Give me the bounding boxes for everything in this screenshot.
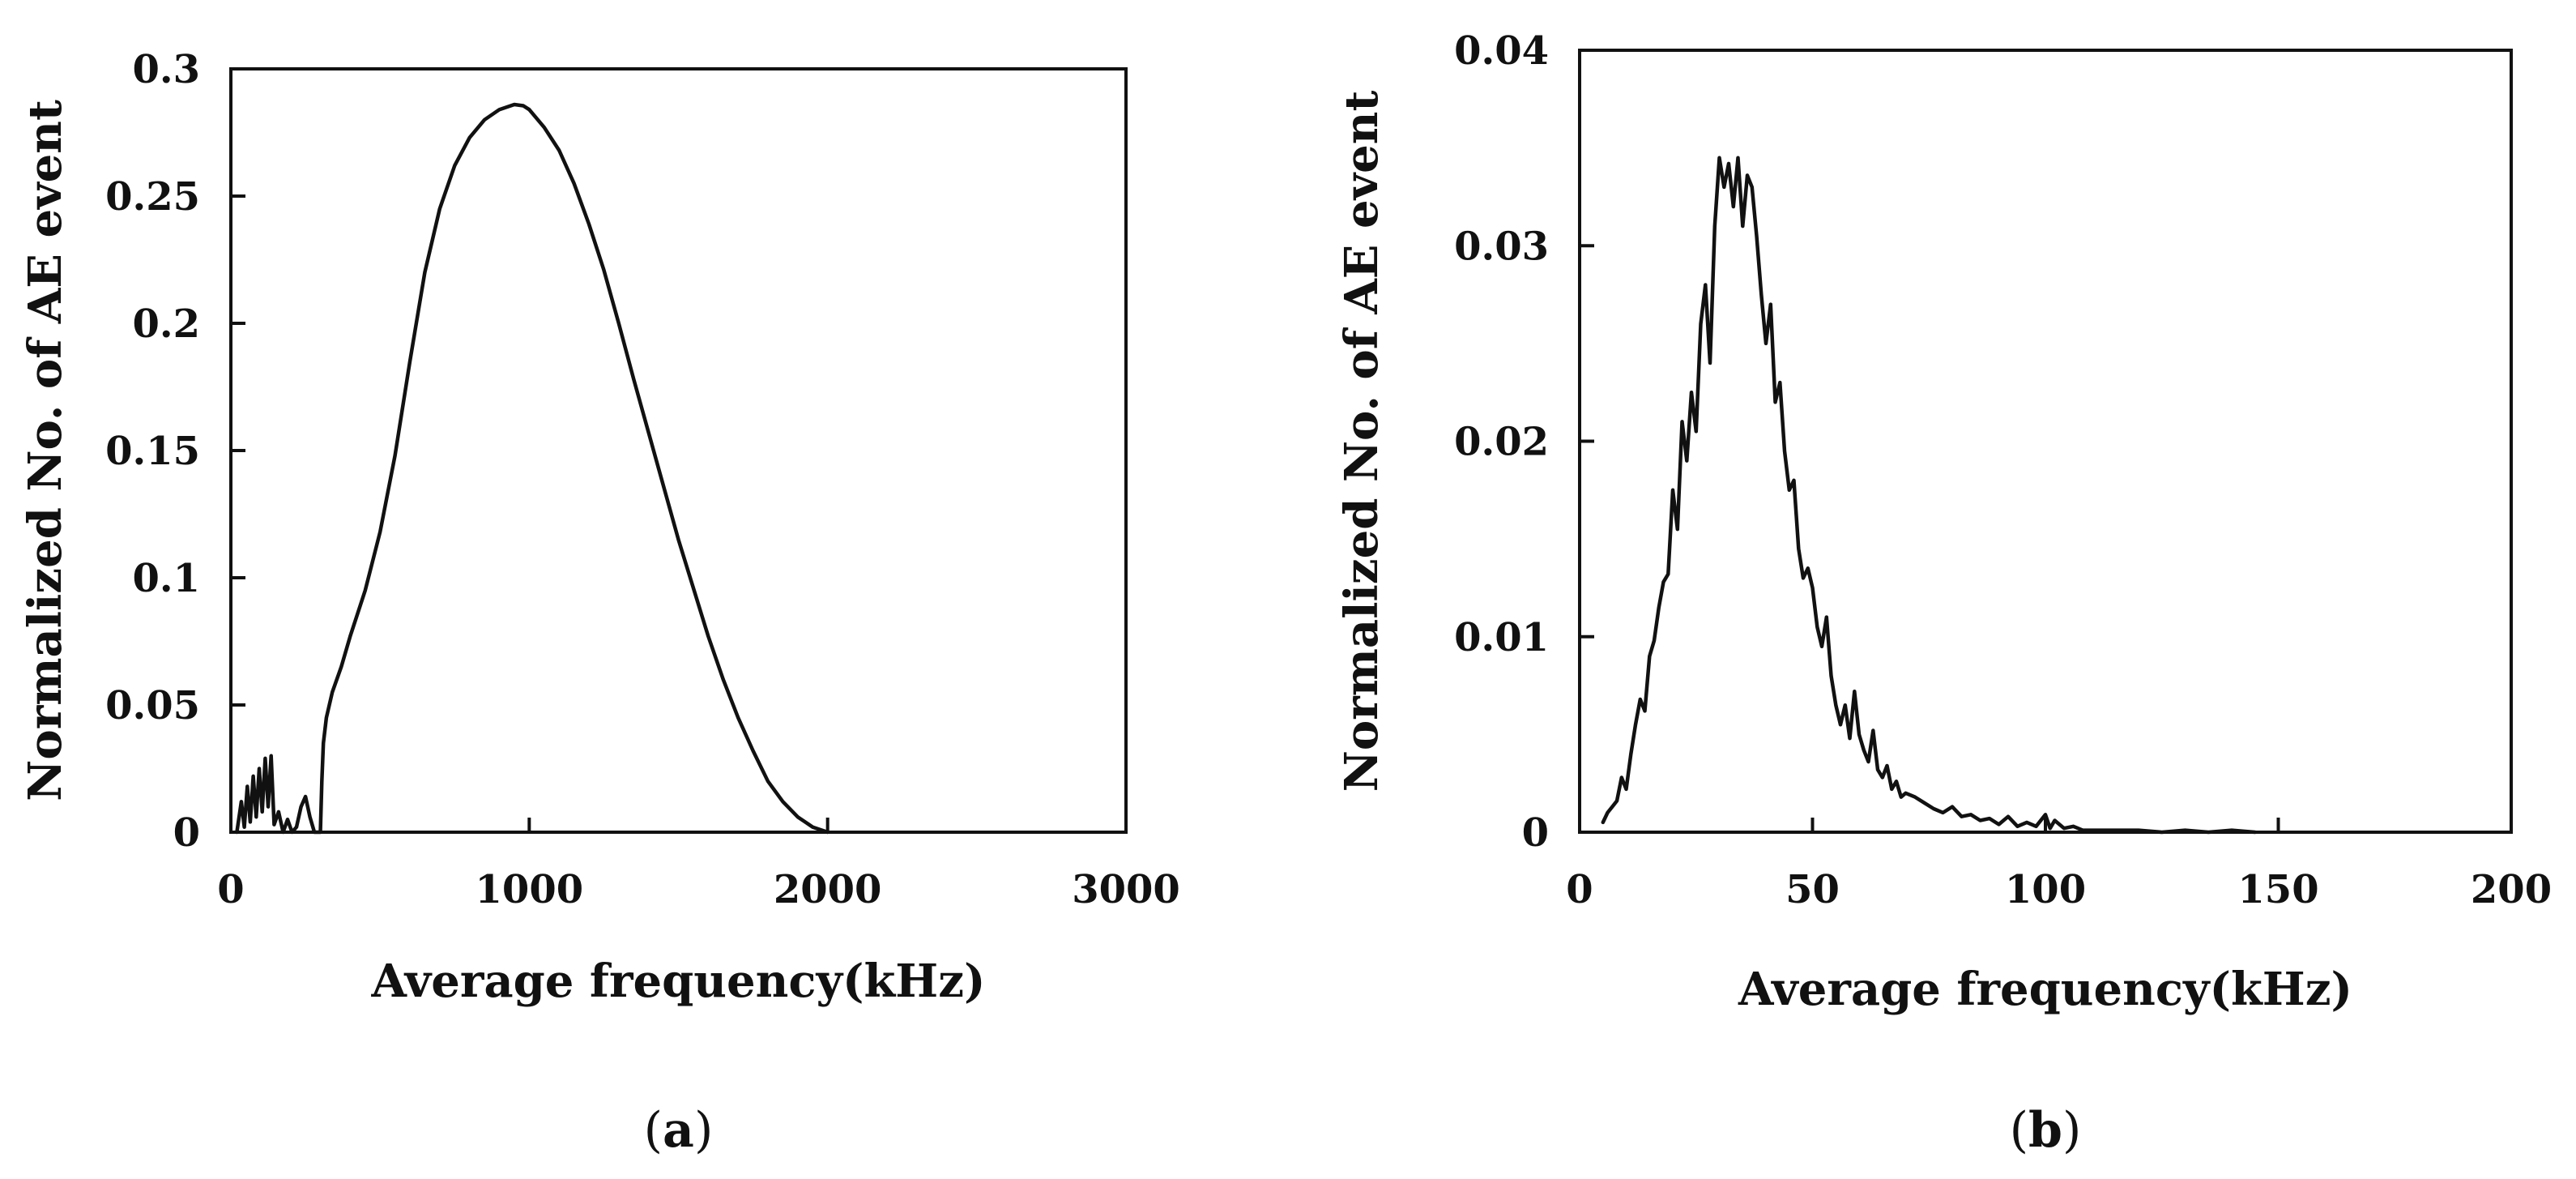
x-tick-label: 50: [1785, 867, 1840, 912]
y-tick-label: 0: [1522, 810, 1549, 856]
panel-label: (a): [644, 1102, 714, 1159]
y-tick-label: 0.25: [105, 174, 200, 220]
plot-frame: [229, 67, 1128, 834]
series-line-1: [1601, 156, 2258, 835]
panel-letter: b: [2028, 1102, 2062, 1159]
x-axis-title: Average frequency(kHz): [1738, 963, 2352, 1016]
chart-a: 0 1000 2000 3000 0 0.05 0.1 0.15 0.2 0.25 0.3 Avera…: [19, 47, 1180, 1159]
y-tick-label: 0.2: [132, 301, 200, 347]
x-axis-title: Average frequency(kHz): [371, 955, 986, 1008]
y-tick-label: 0.3: [132, 47, 200, 92]
x-tick-label: 150: [2237, 867, 2318, 912]
panel-letter: a: [663, 1102, 694, 1159]
y-tick-label: 0.04: [1454, 28, 1549, 74]
x-tick-label: 0: [217, 867, 244, 912]
x-tick-label: 200: [2471, 867, 2552, 912]
y-tick-label: 0.03: [1454, 224, 1549, 269]
y-tick-label: 0.1: [132, 556, 200, 601]
y-tick-label: 0.01: [1454, 615, 1549, 660]
x-tick-label: 100: [2005, 867, 2086, 912]
x-tick-label: 2000: [774, 867, 882, 912]
x-tick-label: 3000: [1072, 867, 1180, 912]
panel-label: (b): [2010, 1102, 2082, 1159]
y-tick-label: 0.05: [105, 683, 200, 728]
y-tick-label: 0.02: [1454, 420, 1549, 465]
y-tick-label: 0: [173, 810, 200, 856]
y-axis-title: Normalized No. of AE event: [1335, 91, 1388, 792]
chart-b: 0 50 100 150 200 0 0.01 0.02 0.03 0.04 Average fre…: [1335, 28, 2552, 1159]
series-line-1: [235, 102, 830, 835]
x-tick-label: 0: [1566, 867, 1593, 912]
y-axis-title: Normalized No. of AE event: [19, 100, 72, 801]
x-tick-label: 1000: [476, 867, 584, 912]
y-tick-label: 0.15: [105, 429, 200, 474]
